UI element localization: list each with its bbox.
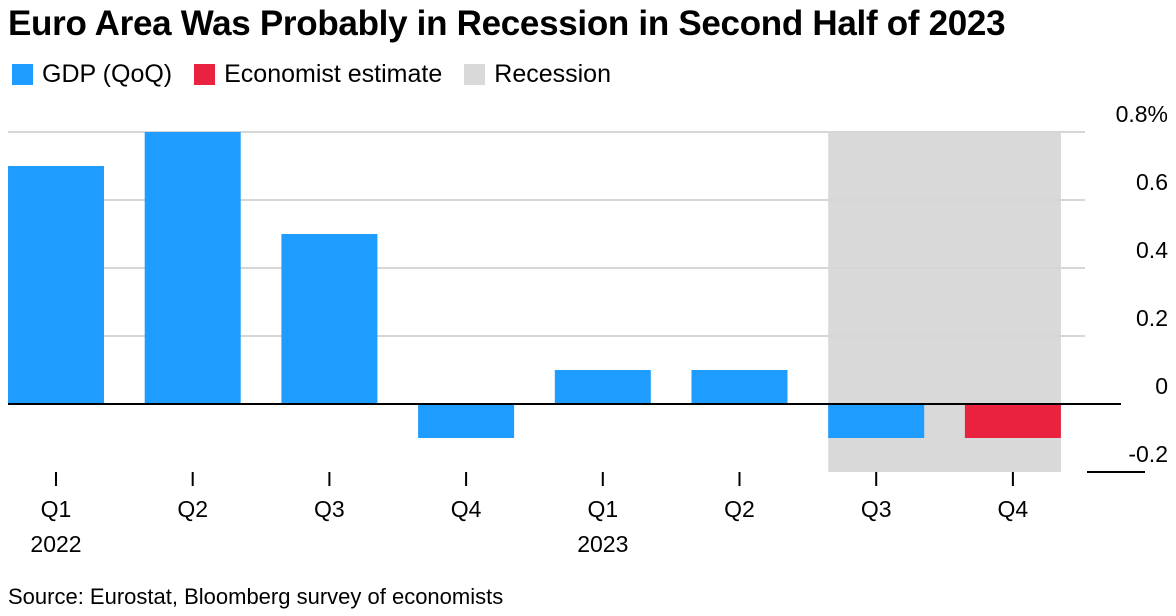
legend-label-recession: Recession [494,60,611,88]
x-tick-label: Q2 [177,496,208,522]
legend-swatch-recession [464,64,486,85]
bar-gdp [144,132,241,404]
chart-title: Euro Area Was Probably in Recession in S… [8,4,1006,43]
x-tick-label: Q1 [587,496,618,522]
x-tick-label: Q4 [451,496,482,522]
x-tick-label: Q1 [41,496,72,522]
bar-economist-estimate [964,404,1061,438]
legend-swatch-estimate [194,64,216,85]
bar-gdp [281,234,378,404]
bar-gdp [8,166,104,404]
legend-item-gdp: GDP (QoQ) [12,60,172,89]
bar-gdp [554,370,651,404]
y-tick-label: 0.2 [1136,305,1168,331]
legend: GDP (QoQ) Economist estimate Recession [12,60,633,89]
legend-item-recession: Recession [464,60,611,89]
y-tick-label: 0.8% [1116,101,1168,127]
y-tick-label: 0.4 [1136,237,1168,263]
source-note: Source: Eurostat, Bloomberg survey of ec… [8,584,504,609]
legend-label-estimate: Economist estimate [224,60,443,88]
x-year-label: 2023 [577,531,628,557]
y-tick-label: -0.2 [1128,441,1168,467]
y-tick-label: 0 [1155,373,1168,399]
legend-label-gdp: GDP (QoQ) [42,60,173,88]
x-year-label: 2022 [30,531,81,557]
x-tick-label: Q3 [861,496,892,522]
bar-gdp [691,370,788,404]
legend-item-estimate: Economist estimate [194,60,442,89]
bar-gdp [418,404,515,438]
x-tick-label: Q2 [724,496,755,522]
y-tick-label: 0.6 [1136,169,1168,195]
x-tick-label: Q3 [314,496,345,522]
bar-gdp [828,404,925,438]
legend-swatch-gdp [12,64,33,85]
x-tick-label: Q4 [998,496,1029,522]
